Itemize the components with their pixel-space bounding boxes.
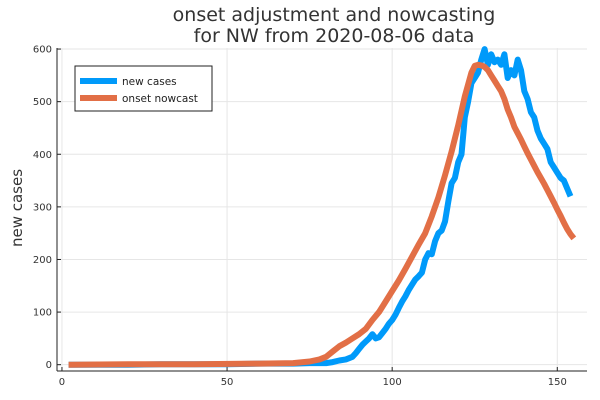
series — [68, 46, 577, 368]
x-tick-label: 100 — [383, 377, 402, 388]
series-line-new-cases — [68, 46, 574, 368]
y-tick-label: 100 — [33, 308, 52, 319]
title-line-2: for NW from 2020-08-06 data — [194, 25, 475, 47]
y-tick-label: 400 — [33, 150, 52, 161]
legend-label-new-cases: new cases — [122, 76, 177, 88]
legend-box — [74, 65, 213, 112]
x-tick-label: 50 — [221, 377, 234, 388]
chart-title: onset adjustment and nowcasting for NW f… — [173, 4, 496, 47]
x-tick-label: 0 — [59, 377, 65, 388]
y-axis-label: new cases — [8, 169, 26, 247]
y-tick-label: 300 — [33, 202, 52, 213]
y-tick-label: 0 — [46, 360, 52, 371]
y-tick-label: 600 — [33, 45, 52, 56]
series-line-onset-nowcast — [68, 61, 577, 368]
y-tick-label: 200 — [33, 255, 52, 266]
legend: new cases onset nowcast — [74, 65, 213, 112]
legend-label-onset-nowcast: onset nowcast — [122, 93, 198, 105]
tick-labels: 0 50 100 150 0 100 200 300 400 500 600 — [33, 45, 567, 388]
title-line-1: onset adjustment and nowcasting — [173, 4, 496, 26]
y-tick-label: 500 — [33, 97, 52, 108]
x-tick-label: 150 — [548, 377, 567, 388]
